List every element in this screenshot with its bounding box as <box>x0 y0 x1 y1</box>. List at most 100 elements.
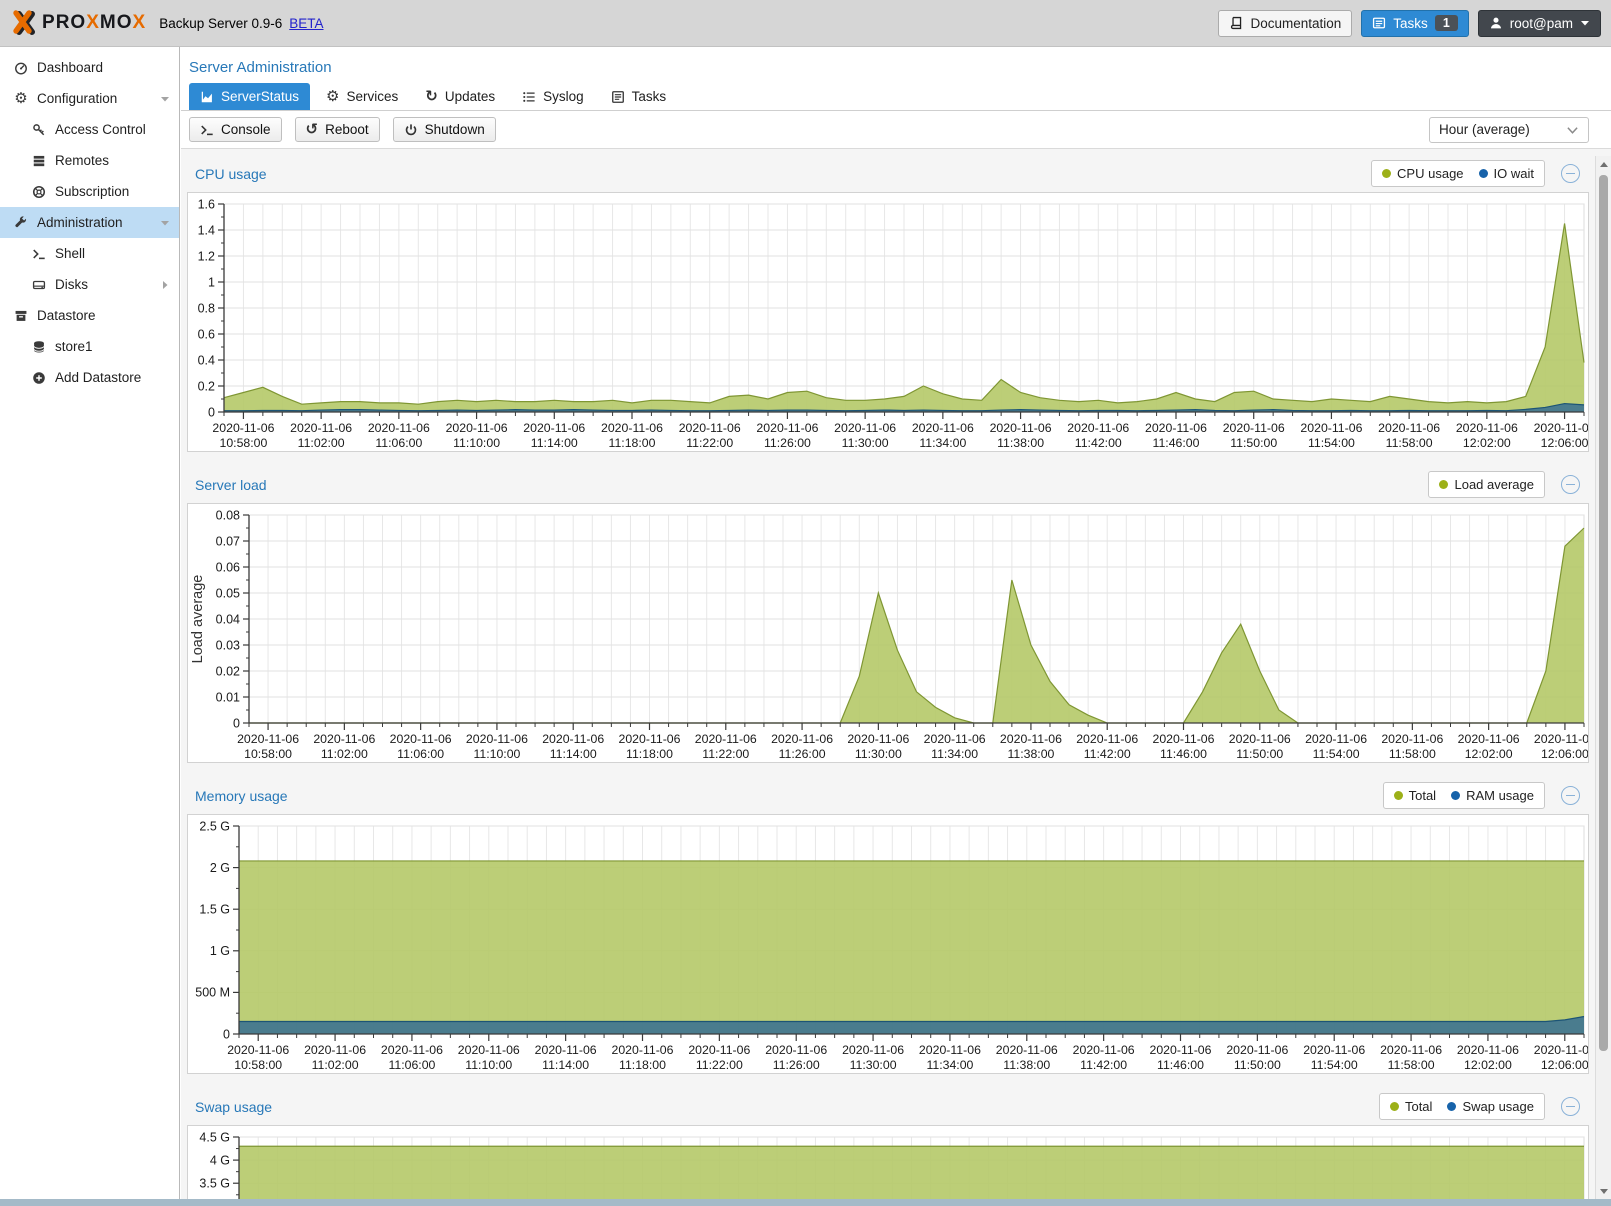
sidebar-item-remotes[interactable]: Remotes <box>0 145 179 176</box>
user-menu-button[interactable]: root@pam <box>1477 9 1601 37</box>
panel-header: CPU usage CPU usage IO wait <box>187 155 1589 192</box>
svg-text:12:06:00: 12:06:00 <box>1541 1058 1588 1070</box>
svg-text:2020-11-06: 2020-11-06 <box>601 421 663 435</box>
svg-text:12:02:00: 12:02:00 <box>1465 747 1513 759</box>
button-label: Console <box>221 122 271 137</box>
svg-text:1: 1 <box>208 275 215 289</box>
tasks-icon <box>611 90 625 104</box>
svg-text:11:34:00: 11:34:00 <box>926 1058 973 1070</box>
documentation-button[interactable]: Documentation <box>1218 9 1353 37</box>
sidebar-item-label: Datastore <box>37 308 96 323</box>
svg-text:2020-11-06: 2020-11-06 <box>919 1043 981 1057</box>
chevron-down-icon[interactable] <box>160 218 170 228</box>
beta-link[interactable]: BETA <box>289 15 324 31</box>
svg-text:11:18:00: 11:18:00 <box>609 436 656 448</box>
sidebar-item-administration[interactable]: Administration <box>0 207 179 238</box>
svg-text:4 G: 4 G <box>210 1153 230 1167</box>
svg-text:2020-11-06: 2020-11-06 <box>390 732 452 746</box>
svg-text:2020-11-06: 2020-11-06 <box>1073 1043 1135 1057</box>
svg-text:12:02:00: 12:02:00 <box>1464 1058 1512 1070</box>
chart-legend: Total RAM usage <box>1382 782 1545 809</box>
chevron-down-icon[interactable] <box>160 94 170 104</box>
tasks-button[interactable]: Tasks 1 <box>1361 9 1469 37</box>
tab-updates[interactable]: ↻ Updates <box>414 83 506 110</box>
console-button[interactable]: Console <box>189 117 282 142</box>
sidebar: Dashboard ⚙ Configuration Access Control Rem… <box>0 47 180 1199</box>
svg-text:11:50:00: 11:50:00 <box>1236 747 1283 759</box>
sidebar-item-configuration[interactable]: ⚙ Configuration <box>0 83 179 114</box>
svg-text:10:58:00: 10:58:00 <box>234 1058 282 1070</box>
sidebar-item-add-datastore[interactable]: Add Datastore <box>0 362 179 393</box>
legend-label: Load average <box>1454 477 1534 492</box>
collapse-panel-icon[interactable] <box>1561 786 1580 805</box>
legend-dot <box>1382 169 1392 178</box>
legend-dot <box>1439 480 1449 489</box>
svg-text:11:22:00: 11:22:00 <box>686 436 733 448</box>
sidebar-item-label: Disks <box>55 277 88 292</box>
svg-text:11:14:00: 11:14:00 <box>550 747 597 759</box>
svg-text:0: 0 <box>223 1027 230 1041</box>
tab-syslog[interactable]: Syslog <box>511 83 595 110</box>
sidebar-item-disks[interactable]: Disks <box>0 269 179 300</box>
disks-icon <box>29 278 49 292</box>
sidebar-item-dashboard[interactable]: Dashboard <box>0 52 179 83</box>
legend-label: Total <box>1408 788 1437 803</box>
database-icon <box>29 340 49 354</box>
vertical-scrollbar[interactable] <box>1595 156 1611 1199</box>
svg-text:2020-11-06: 2020-11-06 <box>1067 421 1129 435</box>
timeframe-value: Hour (average) <box>1439 122 1530 137</box>
svg-text:11:58:00: 11:58:00 <box>1386 436 1433 448</box>
timeframe-select[interactable]: Hour (average) <box>1429 116 1589 143</box>
legend-item: Total <box>1393 788 1437 803</box>
svg-text:2020-11-06: 2020-11-06 <box>1300 421 1362 435</box>
svg-text:2020-11-06: 2020-11-06 <box>1303 1043 1365 1057</box>
svg-text:11:38:00: 11:38:00 <box>1007 747 1054 759</box>
legend-item: Swap usage <box>1447 1099 1534 1114</box>
reboot-button[interactable]: ↺ Reboot <box>294 117 380 142</box>
sidebar-item-shell[interactable]: Shell <box>0 238 179 269</box>
dashboard-icon <box>11 61 31 75</box>
scroll-up-arrow[interactable] <box>1596 156 1611 172</box>
chart-legend: Total Swap usage <box>1378 1093 1545 1120</box>
svg-text:10:58:00: 10:58:00 <box>219 436 267 448</box>
svg-text:11:18:00: 11:18:00 <box>619 1058 666 1070</box>
sidebar-item-subscription[interactable]: Subscription <box>0 176 179 207</box>
tab-tasks[interactable]: Tasks <box>600 83 678 110</box>
sidebar-item-store1[interactable]: store1 <box>0 331 179 362</box>
svg-text:11:38:00: 11:38:00 <box>997 436 1044 448</box>
svg-text:0.04: 0.04 <box>216 612 240 626</box>
svg-text:2020-11-06: 2020-11-06 <box>466 732 528 746</box>
sidebar-item-datastore[interactable]: Datastore <box>0 300 179 331</box>
sidebar-item-label: Add Datastore <box>55 370 142 385</box>
svg-text:0.6: 0.6 <box>198 327 215 341</box>
panel-header: Memory usage Total RAM usage <box>187 777 1589 814</box>
sidebar-item-label: Access Control <box>55 122 146 137</box>
refresh-icon: ↻ <box>425 88 438 105</box>
svg-text:2020-11-06: 2020-11-06 <box>1534 732 1588 746</box>
collapse-panel-icon[interactable] <box>1561 164 1580 183</box>
svg-text:11:30:00: 11:30:00 <box>855 747 902 759</box>
chevron-right-icon[interactable] <box>160 280 170 290</box>
tab-services[interactable]: ⚙ Services <box>315 83 409 110</box>
svg-text:0.03: 0.03 <box>216 638 240 652</box>
legend-item: CPU usage <box>1382 166 1464 181</box>
scrollbar-thumb[interactable] <box>1599 175 1608 1051</box>
shutdown-button[interactable]: Shutdown <box>392 117 496 142</box>
svg-text:11:54:00: 11:54:00 <box>1311 1058 1358 1070</box>
scroll-down-arrow[interactable] <box>1596 1183 1611 1199</box>
svg-text:11:10:00: 11:10:00 <box>473 747 520 759</box>
svg-text:11:30:00: 11:30:00 <box>850 1058 897 1070</box>
collapse-panel-icon[interactable] <box>1561 1097 1580 1116</box>
sidebar-item-access-control[interactable]: Access Control <box>0 114 179 145</box>
tab-serverstatus[interactable]: ServerStatus <box>189 83 311 110</box>
legend-dot <box>1447 1102 1457 1111</box>
legend-item: Total <box>1389 1099 1432 1114</box>
svg-text:0.07: 0.07 <box>216 534 240 548</box>
svg-text:11:02:00: 11:02:00 <box>298 436 345 448</box>
collapse-panel-icon[interactable] <box>1561 475 1580 494</box>
svg-text:2020-11-06: 2020-11-06 <box>1226 1043 1288 1057</box>
svg-text:2020-11-06: 2020-11-06 <box>535 1043 597 1057</box>
